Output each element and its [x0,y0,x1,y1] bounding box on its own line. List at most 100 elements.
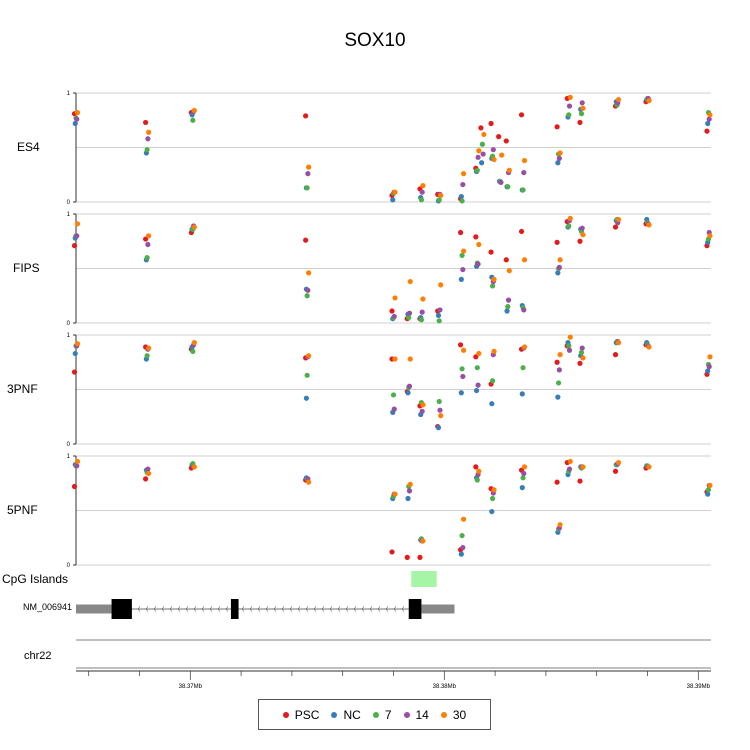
strand-arrow [257,606,261,612]
strand-arrow [225,606,229,612]
legend-label: 30 [452,707,467,722]
data-point-nc [303,395,309,401]
data-point-30 [557,352,563,358]
data-point-14 [406,383,413,389]
data-point-7 [520,365,526,371]
data-point-14 [305,171,311,177]
data-point-30 [460,248,467,254]
data-point-30 [74,110,81,116]
data-point-14 [480,151,486,157]
data-point-psc [473,354,479,360]
gene-exon-coding [408,599,422,619]
data-point-14 [145,466,151,472]
strand-arrow [401,606,405,612]
legend-item: NC [331,708,361,722]
data-point-14 [566,103,573,109]
data-point-7 [390,392,397,398]
gene-exon-coding [230,599,239,619]
data-point-14 [419,309,425,315]
data-point-30 [580,105,586,111]
data-point-7 [304,293,310,299]
data-point-psc [71,483,78,490]
strand-arrow [137,606,141,612]
data-point-nc [519,391,525,397]
data-point-30 [557,257,563,263]
legend-item: 30 [440,707,467,722]
data-point-30 [567,334,573,340]
legend: PSC NC 7 14 30 [258,699,491,730]
data-point-30 [557,522,563,528]
data-point-30 [392,295,398,301]
data-point-psc [496,134,502,140]
data-point-nc [555,160,561,166]
strand-arrow [209,606,213,612]
data-point-nc [705,368,711,374]
data-point-nc [458,390,464,396]
gene-exon-coding [111,599,132,619]
data-point-30 [392,356,398,362]
data-point-30 [557,150,563,156]
data-point-30 [460,516,467,522]
x-tick-label: 38.37Mb [179,684,203,690]
data-point-30 [460,171,467,177]
data-point-30 [491,487,497,493]
data-point-30 [646,464,652,470]
data-point-psc [389,308,395,314]
data-point-14 [566,466,573,472]
data-point-30 [521,257,528,263]
legend-item: 14 [403,708,429,722]
data-point-30 [392,491,398,497]
strand-arrow [145,606,149,612]
data-point-30 [407,481,413,487]
data-point-psc [473,464,479,470]
data-point-30 [481,131,487,138]
data-point-30 [191,464,197,470]
data-point-14 [498,179,504,185]
data-point-7 [436,197,442,203]
data-point-7 [489,495,496,502]
data-point-14 [145,136,151,142]
strand-arrow [265,606,269,612]
strand-arrow [345,606,349,612]
data-point-psc [612,468,619,474]
data-point-7 [566,343,572,349]
data-point-14 [419,408,425,414]
data-point-psc [503,138,509,144]
data-point-14 [460,181,466,188]
data-point-7 [520,475,526,481]
data-point-14 [579,345,585,351]
strand-arrow [305,606,309,612]
y-tick-label: 0 [67,200,71,206]
data-point-7 [459,532,465,539]
strand-arrow [385,606,389,612]
data-point-7 [418,197,425,203]
data-point-7 [144,255,150,261]
data-point-14 [437,407,443,413]
strand-arrow [369,606,373,612]
data-point-7 [489,283,496,289]
data-point-psc [303,113,309,119]
legend-marker [282,711,289,718]
data-point-7 [520,187,526,193]
strand-arrow [393,606,397,612]
data-point-14 [74,233,80,239]
legend-label: PSC [294,707,320,722]
data-point-30 [146,233,152,239]
data-point-7 [190,348,196,354]
strand-arrow [273,606,277,612]
data-point-14 [706,364,712,370]
data-point-7 [144,147,150,153]
data-point-30 [146,345,152,351]
strand-arrow [161,606,165,612]
data-point-30 [580,355,586,361]
data-point-30 [521,157,528,164]
data-point-30 [191,340,197,346]
data-point-30 [438,282,444,288]
data-point-psc [457,229,464,236]
y-tick-label: 1 [67,454,71,460]
data-point-14 [556,264,562,271]
data-point-psc [478,125,484,131]
data-point-30 [420,538,426,544]
data-point-psc [518,228,525,235]
strand-arrow [377,606,381,612]
